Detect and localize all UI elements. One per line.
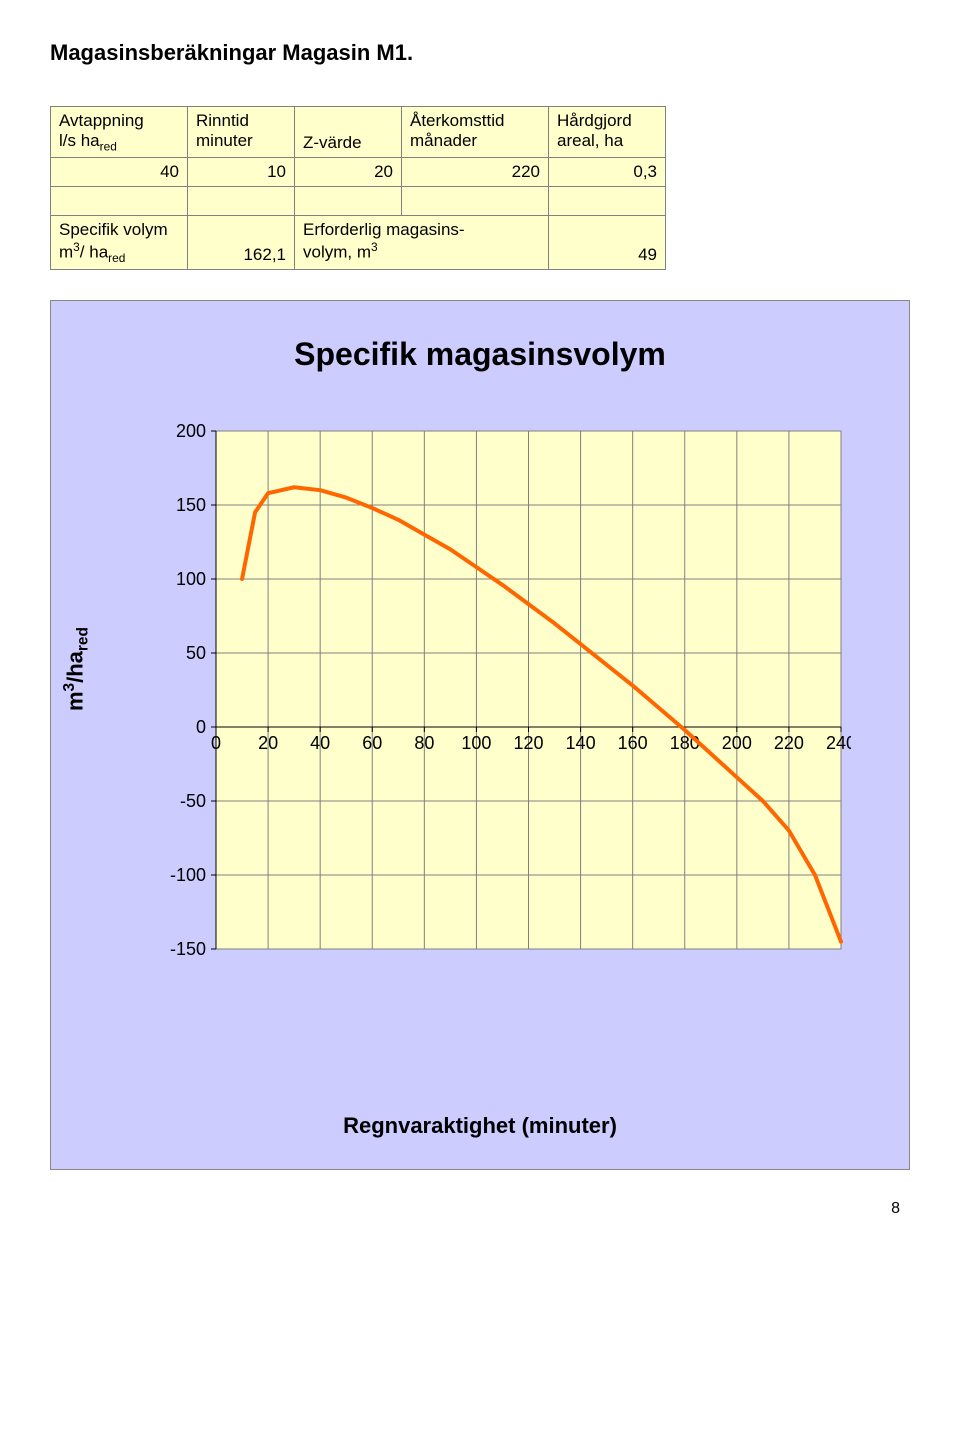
t2-h0-l2sub: red — [108, 251, 125, 265]
svg-text:200: 200 — [176, 421, 206, 441]
t1-h1-l1: Rinntid — [196, 111, 249, 130]
svg-text:-100: -100 — [170, 865, 206, 885]
svg-text:50: 50 — [186, 643, 206, 663]
t1-h3-l1: Återkomsttid — [410, 111, 504, 130]
t1-r0-c2: 20 — [295, 158, 402, 187]
t2-h2-l2s: 3 — [371, 240, 378, 254]
svg-text:150: 150 — [176, 495, 206, 515]
t1-h2-t: Z-värde — [303, 133, 362, 152]
t1-spacer-0 — [51, 187, 188, 216]
svg-text:100: 100 — [176, 569, 206, 589]
t1-h4-l1: Hårdgjord — [557, 111, 632, 130]
svg-text:240: 240 — [826, 733, 851, 753]
t1-h0-l1: Avtappning — [59, 111, 144, 130]
t2-h2-l2p: volym, m — [303, 243, 371, 262]
t1-h0: Avtappning l/s hared — [51, 107, 188, 158]
chart-plot: 200150100500-50-100-15002040608010012014… — [161, 421, 851, 1011]
t1-h1: Rinntid minuter — [188, 107, 295, 158]
t1-r0-c3: 220 — [402, 158, 549, 187]
chart-svg: 200150100500-50-100-15002040608010012014… — [161, 421, 851, 1011]
svg-text:-50: -50 — [180, 791, 206, 811]
svg-text:200: 200 — [722, 733, 752, 753]
svg-text:60: 60 — [362, 733, 382, 753]
svg-text:140: 140 — [566, 733, 596, 753]
ylab-sup: 3 — [61, 683, 78, 692]
svg-text:180: 180 — [670, 733, 700, 753]
svg-text:40: 40 — [310, 733, 330, 753]
t1-h4-l2: areal, ha — [557, 131, 623, 150]
chart-container: Specifik magasinsvolym m3/hared 20015010… — [50, 300, 910, 1170]
t2-h2: Erforderlig magasins- volym, m3 — [295, 216, 549, 270]
t1-r0-c1: 10 — [188, 158, 295, 187]
t1-h0-l2s: red — [100, 139, 117, 153]
t2-h0-l2sup: 3 — [73, 240, 80, 254]
page-number: 8 — [50, 1200, 910, 1218]
t1-spacer-3 — [402, 187, 549, 216]
svg-text:-150: -150 — [170, 939, 206, 959]
chart-title: Specifik magasinsvolym — [51, 336, 909, 373]
t2-h0-l2m: / ha — [80, 243, 108, 262]
t2-r0-c3: 49 — [549, 216, 666, 270]
svg-text:80: 80 — [414, 733, 434, 753]
t2-r0-c1: 162,1 — [188, 216, 295, 270]
t1-r0-c0: 40 — [51, 158, 188, 187]
ylab-m: /ha — [62, 652, 87, 684]
t1-h1-l2: minuter — [196, 131, 253, 150]
t1-h2: Z-värde — [295, 107, 402, 158]
t2-h0-l2p: m — [59, 243, 73, 262]
page-title: Magasinsberäkningar Magasin M1. — [50, 40, 910, 66]
ylab-p: m — [62, 692, 87, 712]
t1-r0-c4: 0,3 — [549, 158, 666, 187]
t1-h3-l2: månader — [410, 131, 477, 150]
t1-h4: Hårdgjord areal, ha — [549, 107, 666, 158]
t1-spacer-4 — [549, 187, 666, 216]
t2-h0-l1: Specifik volym — [59, 220, 168, 239]
svg-text:220: 220 — [774, 733, 804, 753]
ylab-sub: red — [75, 628, 92, 652]
input-table-1: Avtappning l/s hared Rinntid minuter Z-v… — [50, 106, 666, 270]
t1-h3: Återkomsttid månader — [402, 107, 549, 158]
x-axis-label: Regnvaraktighet (minuter) — [51, 1113, 909, 1139]
svg-text:20: 20 — [258, 733, 278, 753]
y-axis-label: m3/hared — [61, 628, 93, 712]
t1-spacer-1 — [188, 187, 295, 216]
svg-text:160: 160 — [618, 733, 648, 753]
t1-spacer-2 — [295, 187, 402, 216]
svg-text:0: 0 — [196, 717, 206, 737]
svg-text:120: 120 — [513, 733, 543, 753]
t2-h0: Specifik volym m3/ hared — [51, 216, 188, 270]
t2-h2-l1: Erforderlig magasins- — [303, 220, 465, 239]
t1-h0-l2p: l/s ha — [59, 131, 100, 150]
svg-text:100: 100 — [461, 733, 491, 753]
